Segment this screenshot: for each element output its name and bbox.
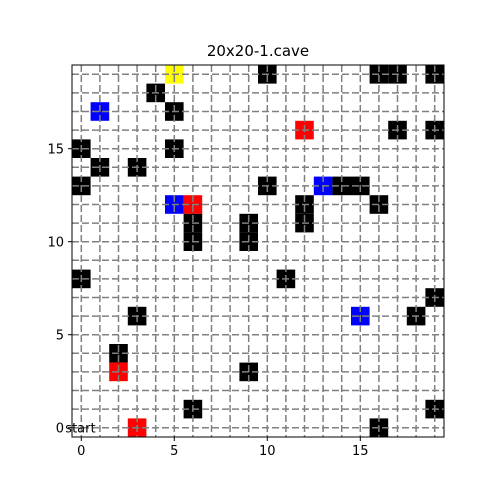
- x-tick-label: 10: [259, 444, 276, 459]
- chart-title: 20x20-1.cave: [207, 42, 309, 60]
- x-tick-label: 15: [352, 444, 369, 459]
- y-tick-label: 10: [47, 236, 64, 251]
- start-annotation: start: [65, 422, 95, 437]
- y-tick-label: 5: [56, 329, 64, 344]
- y-tick-label: 0: [56, 422, 64, 437]
- cells-layer: [72, 65, 444, 437]
- grid-layer: [72, 65, 444, 437]
- plot-frame: [71, 64, 445, 438]
- axis-layer: 0 5 10 15 0 5 10 15: [47, 143, 368, 459]
- x-tick-label: 5: [170, 444, 178, 459]
- y-tick-label: 15: [47, 143, 64, 158]
- x-tick-label: 0: [77, 444, 85, 459]
- annotation-layer: start: [65, 422, 95, 437]
